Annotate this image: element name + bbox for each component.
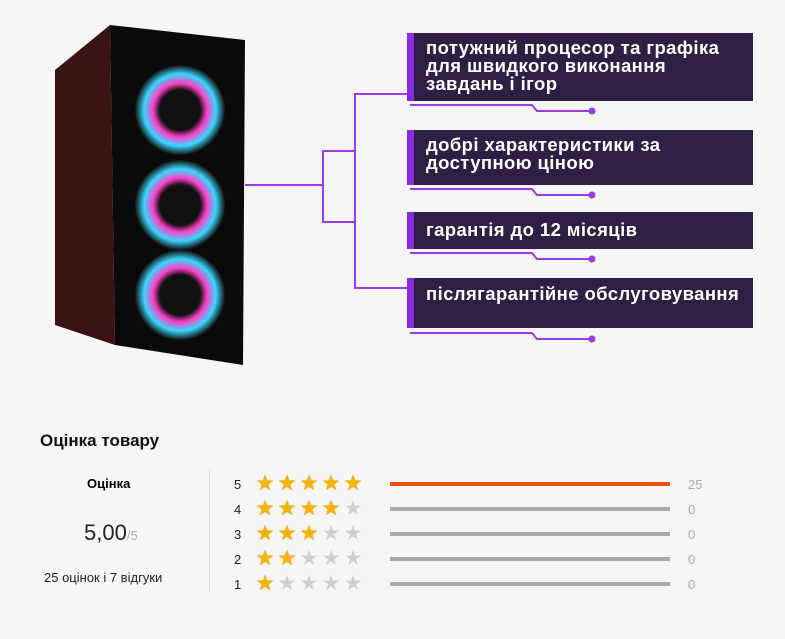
rating-title: Оцінка товару	[40, 431, 160, 450]
rating-summary: 25 оцінок і 7 відгуки	[44, 570, 163, 585]
feature-text: потужний процесор та графіка для швидког…	[426, 37, 720, 94]
rating-row-3[interactable]: 3 ★ ★ ★ ★ ★ 0	[234, 522, 695, 545]
star-icon: ★	[255, 522, 275, 545]
rating-count: 0	[688, 551, 696, 567]
star-icon: ★	[277, 547, 297, 570]
rating-bar	[390, 557, 670, 561]
divider	[209, 470, 210, 592]
rating-label: Оцінка	[87, 476, 131, 491]
rating-row-2[interactable]: 2 ★ ★ ★ ★ ★ 0	[234, 547, 695, 570]
star-icon: ★	[299, 472, 319, 495]
rating-row-4[interactable]: 4 ★ ★ ★ ★ ★ 0	[234, 497, 695, 520]
star-level: 5	[234, 476, 242, 492]
star-icon: ★	[299, 572, 319, 595]
star-icon: ★	[321, 472, 341, 495]
star-level: 4	[234, 501, 242, 517]
star-icon: ★	[255, 572, 275, 595]
rating-bar	[390, 582, 670, 586]
rating-row-5[interactable]: 5 ★ ★ ★ ★ ★ 25	[234, 472, 702, 495]
feature-box: післягарантійне обслуговування	[407, 278, 753, 328]
star-icon: ★	[255, 497, 275, 520]
star-icon: ★	[277, 472, 297, 495]
feature-text: добрі характеристики за доступною ціною	[426, 134, 661, 173]
star-icon: ★	[255, 472, 275, 495]
feature-text: гарантія до 12 місяців	[426, 219, 638, 240]
star-icon: ★	[343, 497, 363, 520]
rating-count: 25	[688, 476, 703, 492]
star-icon: ★	[299, 522, 319, 545]
rating-row-1[interactable]: 1 ★ ★ ★ ★ ★ 0	[234, 572, 695, 595]
rating-max: /5	[126, 528, 138, 543]
star-icon: ★	[321, 497, 341, 520]
rating-count: 0	[688, 501, 696, 517]
rating-bar	[390, 532, 670, 536]
pc-case-image	[55, 25, 255, 370]
star-icon: ★	[343, 472, 363, 495]
star-level: 2	[234, 551, 242, 567]
star-icon: ★	[277, 572, 297, 595]
star-icon: ★	[321, 572, 341, 595]
star-icon: ★	[299, 497, 319, 520]
rating-count: 0	[688, 526, 696, 542]
feature-box: потужний процесор та графіка для швидког…	[407, 33, 753, 101]
rating-score: 5,00	[84, 520, 127, 545]
star-icon: ★	[277, 522, 297, 545]
star-level: 3	[234, 526, 242, 542]
star-icon: ★	[343, 522, 363, 545]
feature-box: гарантія до 12 місяців	[407, 212, 753, 249]
rating-bar	[390, 482, 670, 486]
star-icon: ★	[321, 522, 341, 545]
rating-bar	[390, 507, 670, 511]
star-icon: ★	[343, 547, 363, 570]
star-icon: ★	[255, 547, 275, 570]
rating-count: 0	[688, 576, 696, 592]
star-icon: ★	[299, 547, 319, 570]
feature-text: післягарантійне обслуговування	[426, 283, 740, 304]
star-icon: ★	[277, 497, 297, 520]
feature-underlines	[410, 104, 596, 343]
star-level: 1	[234, 576, 242, 592]
star-icon: ★	[343, 572, 363, 595]
feature-box: добрі характеристики за доступною ціною	[407, 130, 753, 185]
star-icon: ★	[321, 547, 341, 570]
